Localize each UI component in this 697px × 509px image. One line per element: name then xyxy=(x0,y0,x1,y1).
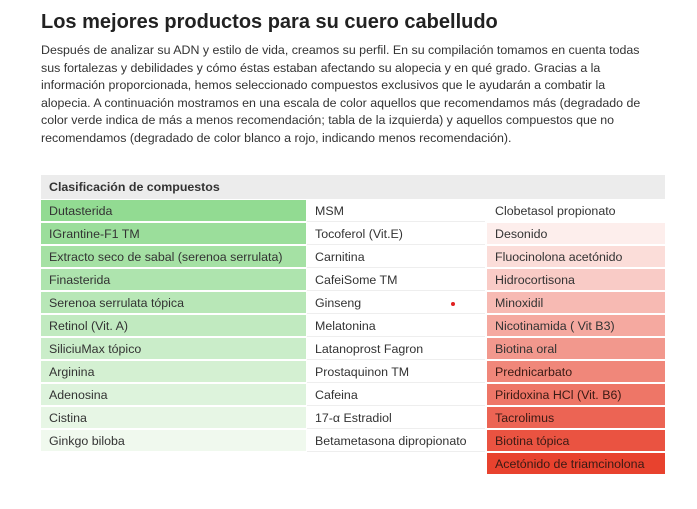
table-header: Clasificación de compuestos xyxy=(41,175,665,199)
paragraph-line: sus fortalezas y debilidades y cómo ésta… xyxy=(41,60,601,75)
recommended-cell: Extracto seco de sabal (serenoa serrulat… xyxy=(41,246,306,268)
not-recommended-cell: Acetónido de triamcinolona xyxy=(487,453,665,475)
recommended-cell: Finasterida xyxy=(41,269,306,291)
title: Los mejores productos para su cuero cabe… xyxy=(41,11,498,33)
recommended-cell: SiliciuMax tópico xyxy=(41,338,306,360)
neutral-cell: Melatonina xyxy=(307,315,485,337)
not-recommended-cell: Hidrocortisona xyxy=(487,269,665,291)
recommended-cell: Cistina xyxy=(41,407,306,429)
not-recommended-cell: Desonido xyxy=(487,223,665,245)
not-recommended-cell: Biotina oral xyxy=(487,338,665,360)
paragraph-line: información proporcionada, hemos selecci… xyxy=(41,78,606,93)
paragraph-line: Después de analizar su ADN y estilo de v… xyxy=(41,43,640,57)
neutral-cell: Carnitina xyxy=(307,246,485,268)
recommended-cell: IGrantine-F1 TM xyxy=(41,223,306,245)
intro-paragraph: Después de analizar su ADN y estilo de v… xyxy=(41,42,640,148)
not-recommended-cell: Minoxidil xyxy=(487,292,665,314)
not-recommended-cell: Prednicarbato xyxy=(487,361,665,383)
recommended-cell: Adenosina xyxy=(41,384,306,406)
paragraph-line: recomendamos (degradado de color blanco … xyxy=(41,130,512,145)
neutral-cell: Prostaquinon TM xyxy=(307,361,485,383)
neutral-cell: Betametasona dipropionato xyxy=(307,430,485,452)
not-recommended-cell: Piridoxina HCl (Vit. B6) xyxy=(487,384,665,406)
neutral-cell: Tocoferol (Vit.E) xyxy=(307,223,485,245)
not-recommended-cell: Nicotinamida ( Vit B3) xyxy=(487,315,665,337)
paragraph-line: alopecia. A continuación mostramos en un… xyxy=(41,95,641,110)
recommended-cell: Arginina xyxy=(41,361,306,383)
recommended-cell: Ginkgo biloba xyxy=(41,430,306,452)
neutral-cell: MSM xyxy=(307,200,485,222)
not-recommended-cell: Clobetasol propionato xyxy=(487,200,665,222)
not-recommended-cell: Biotina tópica xyxy=(487,430,665,452)
marker-dot xyxy=(451,302,455,306)
neutral-cell: Cafeina xyxy=(307,384,485,406)
neutral-cell: Latanoprost Fagron xyxy=(307,338,485,360)
neutral-cell: 17-α Estradiol xyxy=(307,407,485,429)
paragraph-line: color verde indica de más a menos recome… xyxy=(41,113,615,128)
neutral-cell: CafeiSome TM xyxy=(307,269,485,291)
recommended-cell: Dutasterida xyxy=(41,200,306,222)
recommended-cell: Serenoa serrulata tópica xyxy=(41,292,306,314)
neutral-cell: Ginseng xyxy=(307,292,485,314)
recommended-cell: Retinol (Vit. A) xyxy=(41,315,306,337)
not-recommended-cell: Fluocinolona acetónido xyxy=(487,246,665,268)
not-recommended-cell: Tacrolimus xyxy=(487,407,665,429)
